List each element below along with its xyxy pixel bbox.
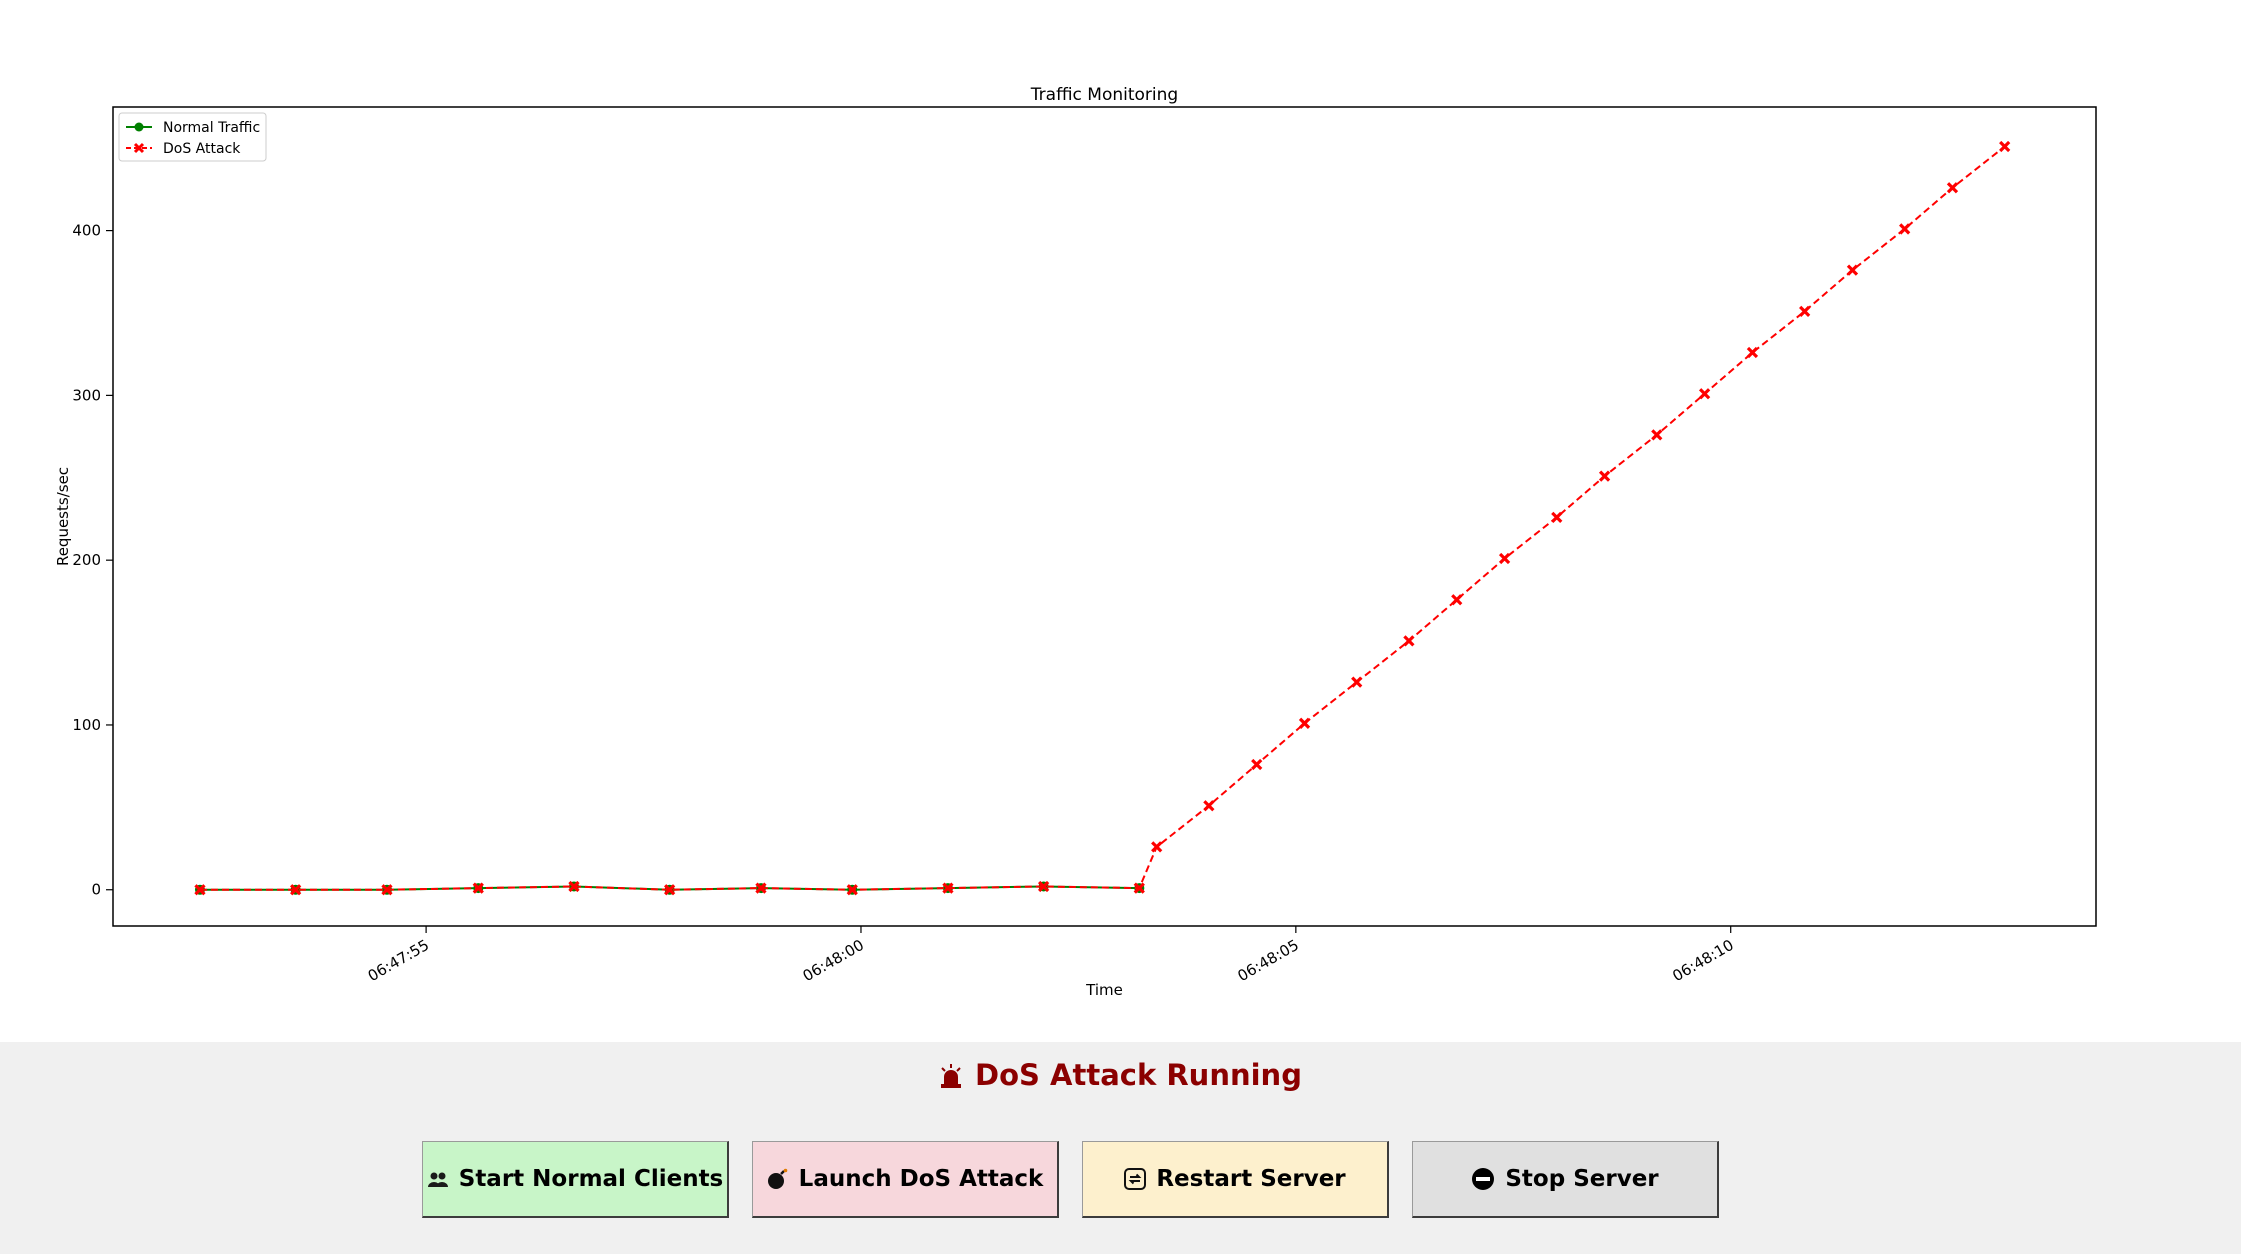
data-point — [1203, 800, 1215, 812]
data-point — [1999, 140, 2011, 153]
people-icon — [427, 1170, 449, 1188]
data-point — [1351, 676, 1363, 688]
start-normal-clients-button[interactable]: Start Normal Clients — [422, 1141, 729, 1218]
launch-dos-attack-button[interactable]: Launch DoS Attack — [752, 1141, 1059, 1218]
y-tick-label: 0 — [91, 881, 101, 899]
y-tick-label: 300 — [72, 386, 101, 404]
data-point — [1298, 717, 1311, 729]
traffic-chart: Traffic Monitoring Time Requests/sec 0 100 20… — [54, 85, 2097, 999]
data-point — [381, 884, 393, 896]
data-point — [1551, 511, 1563, 523]
chart-panel: Traffic Monitoring Time Requests/sec 0 100 20… — [0, 0, 2241, 1042]
x-tick-label: 06:48:10 — [1669, 936, 1736, 985]
x-tick-label: 06:48:00 — [800, 936, 867, 985]
siren-icon — [939, 1062, 963, 1096]
data-point — [1403, 635, 1415, 647]
data-point — [1498, 552, 1511, 565]
x-axis-label: Time — [1085, 981, 1123, 999]
legend-label: DoS Attack — [163, 141, 241, 157]
data-point — [1251, 758, 1263, 771]
series-line-1 — [199, 145, 2006, 891]
data-point — [568, 880, 580, 893]
data-point — [1899, 223, 1911, 235]
y-tick-label: 200 — [72, 551, 101, 569]
data-point — [472, 882, 484, 894]
start-normal-clients-label: Start Normal Clients — [458, 1166, 724, 1192]
data-point — [755, 882, 767, 894]
plot-frame — [112, 106, 2097, 927]
legend-marker — [133, 142, 145, 154]
bomb-icon — [767, 1168, 789, 1190]
y-axis-label: Requests/sec — [54, 467, 72, 566]
y-tick-label: 400 — [72, 222, 101, 240]
restart-icon — [1124, 1168, 1147, 1190]
data-point — [1598, 470, 1611, 482]
data-point — [846, 884, 858, 896]
legend-label: Normal Traffic — [163, 120, 260, 136]
data-point — [1799, 305, 1811, 317]
data-point — [1746, 346, 1759, 359]
status-banner: DoS Attack Running — [0, 1058, 2241, 1096]
y-tick-label: 100 — [72, 716, 101, 734]
data-point — [1846, 264, 1859, 276]
data-point — [664, 884, 676, 896]
data-point — [1698, 388, 1711, 400]
data-point — [290, 884, 302, 896]
stop-server-label: Stop Server — [1505, 1166, 1659, 1192]
stop-server-button[interactable]: Stop Server — [1412, 1141, 1719, 1218]
chart-title: Traffic Monitoring — [1030, 85, 1178, 105]
x-tick-label: 06:47:55 — [365, 936, 432, 985]
data-point — [1946, 182, 1959, 194]
restart-server-label: Restart Server — [1156, 1166, 1346, 1192]
data-point — [1037, 880, 1050, 893]
data-point — [942, 882, 954, 894]
data-point — [1151, 841, 1163, 853]
legend-marker — [134, 122, 144, 132]
launch-dos-attack-label: Launch DoS Attack — [798, 1166, 1044, 1192]
data-point — [194, 884, 206, 896]
no-entry-icon — [1471, 1167, 1495, 1191]
data-point — [1451, 594, 1463, 606]
restart-server-button[interactable]: Restart Server — [1082, 1141, 1389, 1218]
data-point — [1651, 429, 1663, 441]
x-tick-label: 06:48:05 — [1234, 936, 1301, 985]
data-point — [1133, 882, 1145, 894]
legend-box — [118, 112, 267, 162]
status-text: DoS Attack Running — [975, 1058, 1302, 1092]
